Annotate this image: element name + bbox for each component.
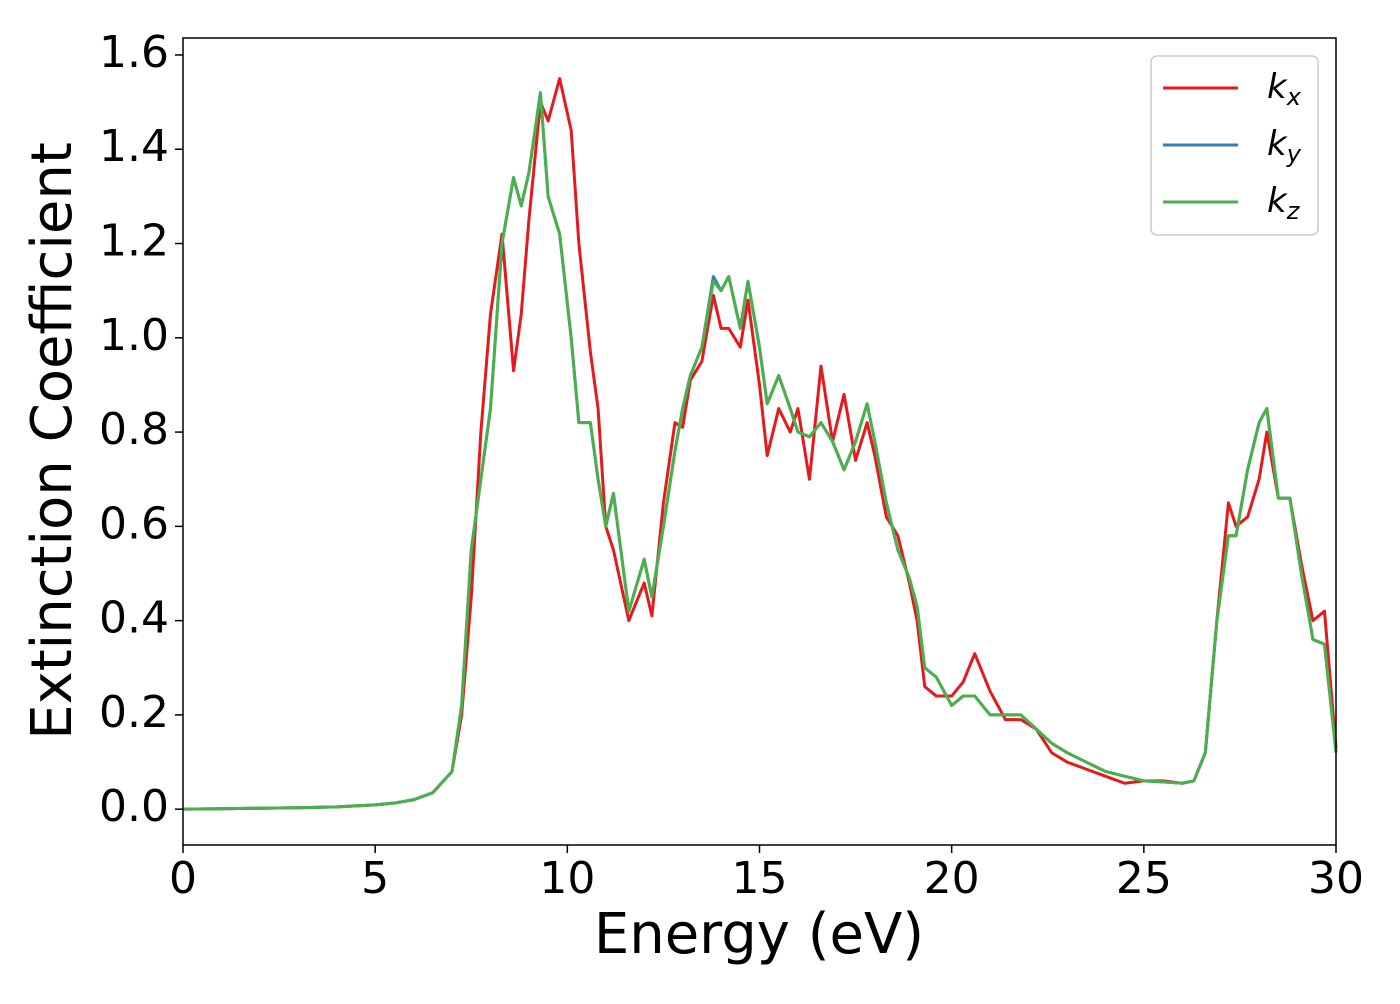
plot-frame — [182, 37, 1337, 846]
legend-label-main: k — [1267, 181, 1288, 221]
y-tick-label: 0.8 — [99, 404, 169, 455]
y-tick-label: 1.0 — [99, 310, 169, 361]
x-tick-label: 15 — [732, 853, 788, 904]
x-tick-label: 20 — [924, 853, 980, 904]
legend-label-sub: z — [1286, 197, 1301, 225]
legend-label-sub: x — [1286, 83, 1302, 111]
x-tick-label: 10 — [539, 853, 595, 904]
legend-label-sub: y — [1286, 140, 1302, 168]
y-axis-label: Extinction Coefficient — [20, 142, 85, 740]
y-tick-label: 0.6 — [99, 498, 169, 549]
legend-label-main: k — [1267, 124, 1288, 164]
legend-label-main: k — [1267, 67, 1288, 107]
legend-label: kx — [1267, 67, 1302, 112]
y-tick-label: 0.4 — [99, 593, 169, 644]
series-line — [182, 91, 1338, 811]
legend-label: kz — [1267, 181, 1301, 226]
x-tick-label: 5 — [361, 853, 389, 904]
y-tick-label: 0.2 — [99, 687, 169, 738]
legend-label: ky — [1267, 124, 1302, 169]
y-tick-label: 1.2 — [99, 216, 169, 267]
x-axis-label: Energy (eV) — [594, 902, 924, 967]
y-tick-label: 0.0 — [99, 781, 169, 832]
x-tick-label: 30 — [1308, 853, 1364, 904]
y-tick-label: 1.4 — [99, 121, 169, 172]
x-tick-label: 0 — [169, 853, 197, 904]
x-tick-label: 25 — [1116, 853, 1172, 904]
y-tick-label: 1.6 — [99, 27, 169, 78]
